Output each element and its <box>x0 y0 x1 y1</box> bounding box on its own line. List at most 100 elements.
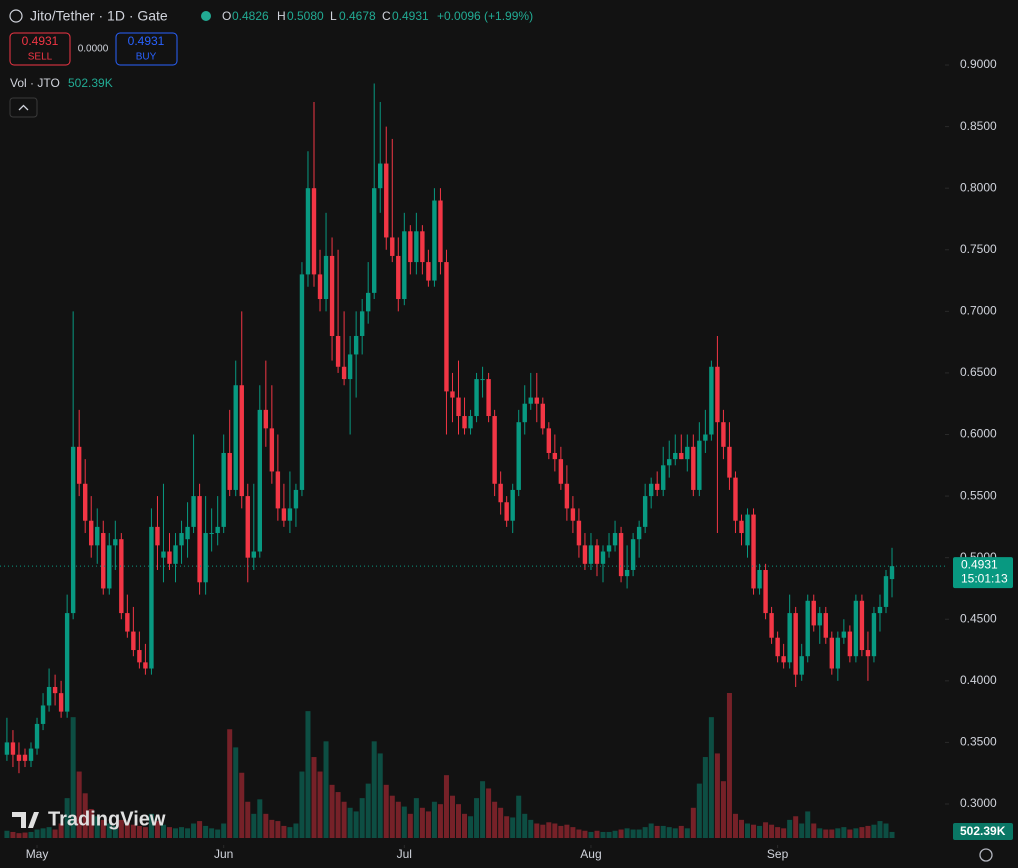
volume-bar <box>383 784 389 838</box>
candle-body <box>612 533 618 546</box>
candle-body <box>438 200 443 263</box>
volume-bar <box>166 827 172 838</box>
volume-bar <box>498 807 504 838</box>
volume-bar <box>389 795 395 838</box>
volume-bar <box>185 828 191 838</box>
y-tick-label: 0.7500 <box>960 242 997 256</box>
buy-label[interactable]: BUY <box>136 52 157 63</box>
sell-label[interactable]: SELL <box>28 52 53 63</box>
volume-bar <box>468 816 474 838</box>
volume-bar <box>88 809 94 838</box>
candle-body <box>787 613 792 663</box>
candle-body <box>16 754 22 761</box>
volume-bar <box>335 792 341 838</box>
volume-bar <box>70 717 76 838</box>
y-tick-label: 0.8500 <box>960 119 997 133</box>
low-value: 0.4678 <box>339 9 376 23</box>
candle-body <box>76 446 82 484</box>
candle-body <box>149 526 154 669</box>
candle-body <box>384 163 389 238</box>
symbol-title[interactable]: Jito/Tether · 1D · Gate <box>30 8 168 24</box>
candle-body <box>245 496 250 558</box>
volume-bar <box>799 823 805 838</box>
candle-body <box>727 446 732 478</box>
y-tick-label: 0.6000 <box>960 427 997 441</box>
volume-bar <box>558 825 564 838</box>
volume-bar <box>522 813 528 838</box>
brand-logo <box>12 812 39 828</box>
volume-bar <box>588 831 594 838</box>
last-price-badge <box>953 557 1013 589</box>
collapse-icon <box>18 104 29 111</box>
volume-bar <box>859 827 865 838</box>
volume-bar <box>257 799 263 838</box>
candle-body <box>540 403 545 429</box>
high-label: H <box>277 9 286 23</box>
candle-body <box>745 514 750 546</box>
collapse-button[interactable] <box>9 97 38 118</box>
sell-button[interactable] <box>9 32 71 66</box>
candle-body <box>4 742 10 755</box>
volume-bar <box>136 825 142 838</box>
candle-body <box>239 385 244 497</box>
volume-bar <box>100 819 106 838</box>
candle-body <box>311 188 317 275</box>
x-tick-label: May <box>26 847 49 861</box>
x-tick-label: Sep <box>767 847 789 861</box>
volume-bar <box>197 821 203 838</box>
volume-bar <box>251 813 257 838</box>
settings-button[interactable] <box>979 848 993 862</box>
volume-bar <box>437 804 443 838</box>
buy-price[interactable]: 0.4931 <box>128 34 165 48</box>
volume-bar <box>775 827 781 838</box>
volume-bar <box>106 823 112 838</box>
candle-body <box>221 452 226 527</box>
candles <box>4 83 895 774</box>
volume-bar <box>829 829 835 838</box>
candle-body <box>432 200 437 281</box>
volume-bar <box>359 798 365 838</box>
candle-body <box>594 545 600 564</box>
volume-bar <box>817 828 823 838</box>
volume-bar <box>642 827 648 838</box>
volume-bar <box>173 828 179 838</box>
volume-bar <box>323 741 329 838</box>
volume-bar <box>853 828 859 838</box>
volume-bar <box>726 693 732 838</box>
candle-body <box>161 551 166 558</box>
volume-bar <box>419 807 425 838</box>
volume-bar <box>221 823 227 838</box>
candle-body <box>40 705 46 724</box>
volume-bar <box>4 830 10 838</box>
candle-body <box>480 379 485 381</box>
volume-bar <box>708 717 714 838</box>
volume-bar <box>624 828 630 838</box>
y-tick-label: 0.5500 <box>960 488 997 502</box>
candle-body <box>251 551 256 558</box>
symbol-icon[interactable] <box>9 9 23 23</box>
buy-button[interactable] <box>115 32 178 66</box>
candle-body <box>347 354 353 380</box>
volume-bar <box>672 828 678 838</box>
candle-body <box>853 600 859 657</box>
volume-bar <box>58 823 64 838</box>
volume-bar <box>293 823 299 838</box>
candle-body <box>504 502 509 521</box>
volume-bar <box>449 795 455 838</box>
volume-bar <box>889 831 895 838</box>
candle-body <box>474 379 479 417</box>
candle-body <box>317 274 323 300</box>
sell-price[interactable]: 0.4931 <box>22 34 59 48</box>
candle-body <box>46 686 52 706</box>
candle-body <box>82 483 88 521</box>
candle-body <box>197 496 202 583</box>
candle-body <box>10 742 16 755</box>
candle-body <box>378 163 383 189</box>
candle-body <box>167 551 172 564</box>
volume-bar <box>793 816 799 838</box>
candle-body <box>805 600 810 657</box>
volume-bar <box>660 825 666 838</box>
low-label: L <box>330 9 337 23</box>
candle-body <box>576 520 582 546</box>
volume-bar <box>281 825 287 838</box>
